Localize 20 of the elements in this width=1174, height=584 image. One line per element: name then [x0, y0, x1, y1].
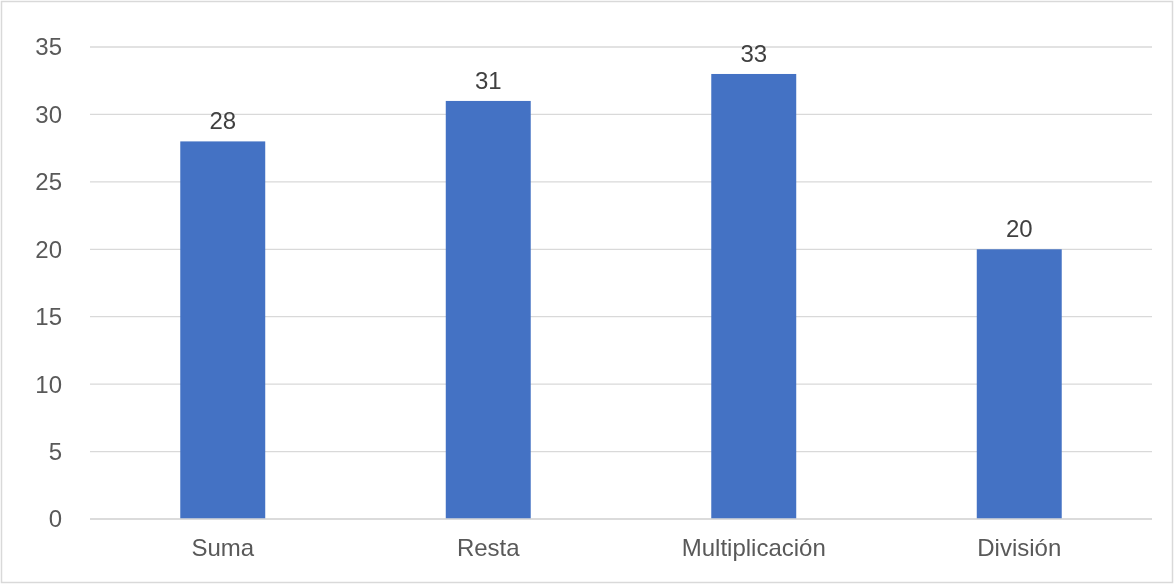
data-label: 20: [1005, 215, 1033, 243]
x-tick-label: División: [977, 534, 1062, 561]
bar: [180, 141, 266, 519]
y-tick-label: 0: [48, 505, 62, 533]
bar: [976, 249, 1062, 519]
x-tick-label: Resta: [456, 534, 521, 561]
bar: [445, 100, 531, 519]
data-label: 33: [740, 39, 768, 67]
data-label: 31: [474, 66, 502, 94]
x-tick-label: Suma: [191, 534, 255, 561]
y-tick-label: 10: [35, 370, 62, 398]
y-tick-label: 25: [35, 168, 62, 196]
data-label: 28: [209, 107, 237, 135]
x-tick-label: Multiplicación: [681, 534, 826, 561]
y-tick-label: 20: [35, 235, 62, 263]
y-tick-label: 30: [35, 100, 62, 128]
y-tick-label: 15: [35, 303, 62, 331]
y-tick-label: 5: [48, 437, 62, 465]
bar: [711, 73, 797, 519]
y-tick-label: 35: [35, 33, 62, 61]
